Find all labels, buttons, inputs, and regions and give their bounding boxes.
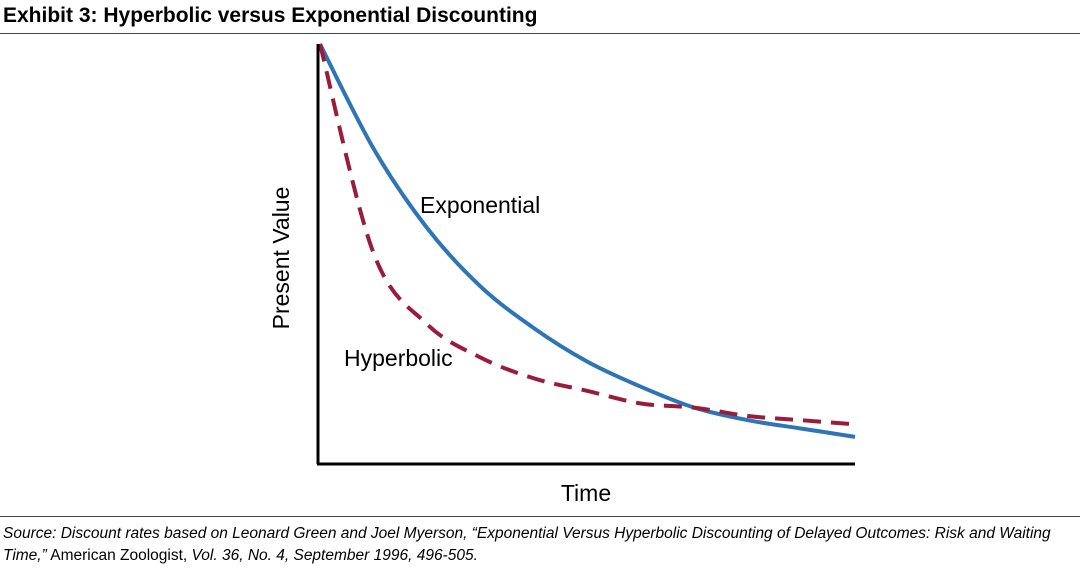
source-divider	[0, 516, 1080, 517]
series-group	[318, 43, 856, 439]
title-divider	[0, 33, 1080, 34]
series-label-exponential: Exponential	[420, 192, 540, 218]
source-journal: American Zoologist,	[46, 547, 188, 564]
source-note: Source: Discount rates based on Leonard …	[3, 523, 1077, 567]
series-label-hyperbolic: Hyperbolic	[344, 345, 453, 371]
x-axis-label: Time	[561, 480, 611, 506]
source-details: Vol. 36, No. 4, September 1996, 496-505.	[187, 547, 478, 564]
series-line-hyperbolic	[318, 43, 856, 427]
y-axis-label: Present Value	[268, 187, 294, 330]
series-line-exponential	[318, 43, 856, 439]
source-citation: Source: Discount rates based on Leonard …	[3, 525, 1051, 564]
exhibit-title: Exhibit 3: Hyperbolic versus Exponential…	[3, 4, 538, 27]
